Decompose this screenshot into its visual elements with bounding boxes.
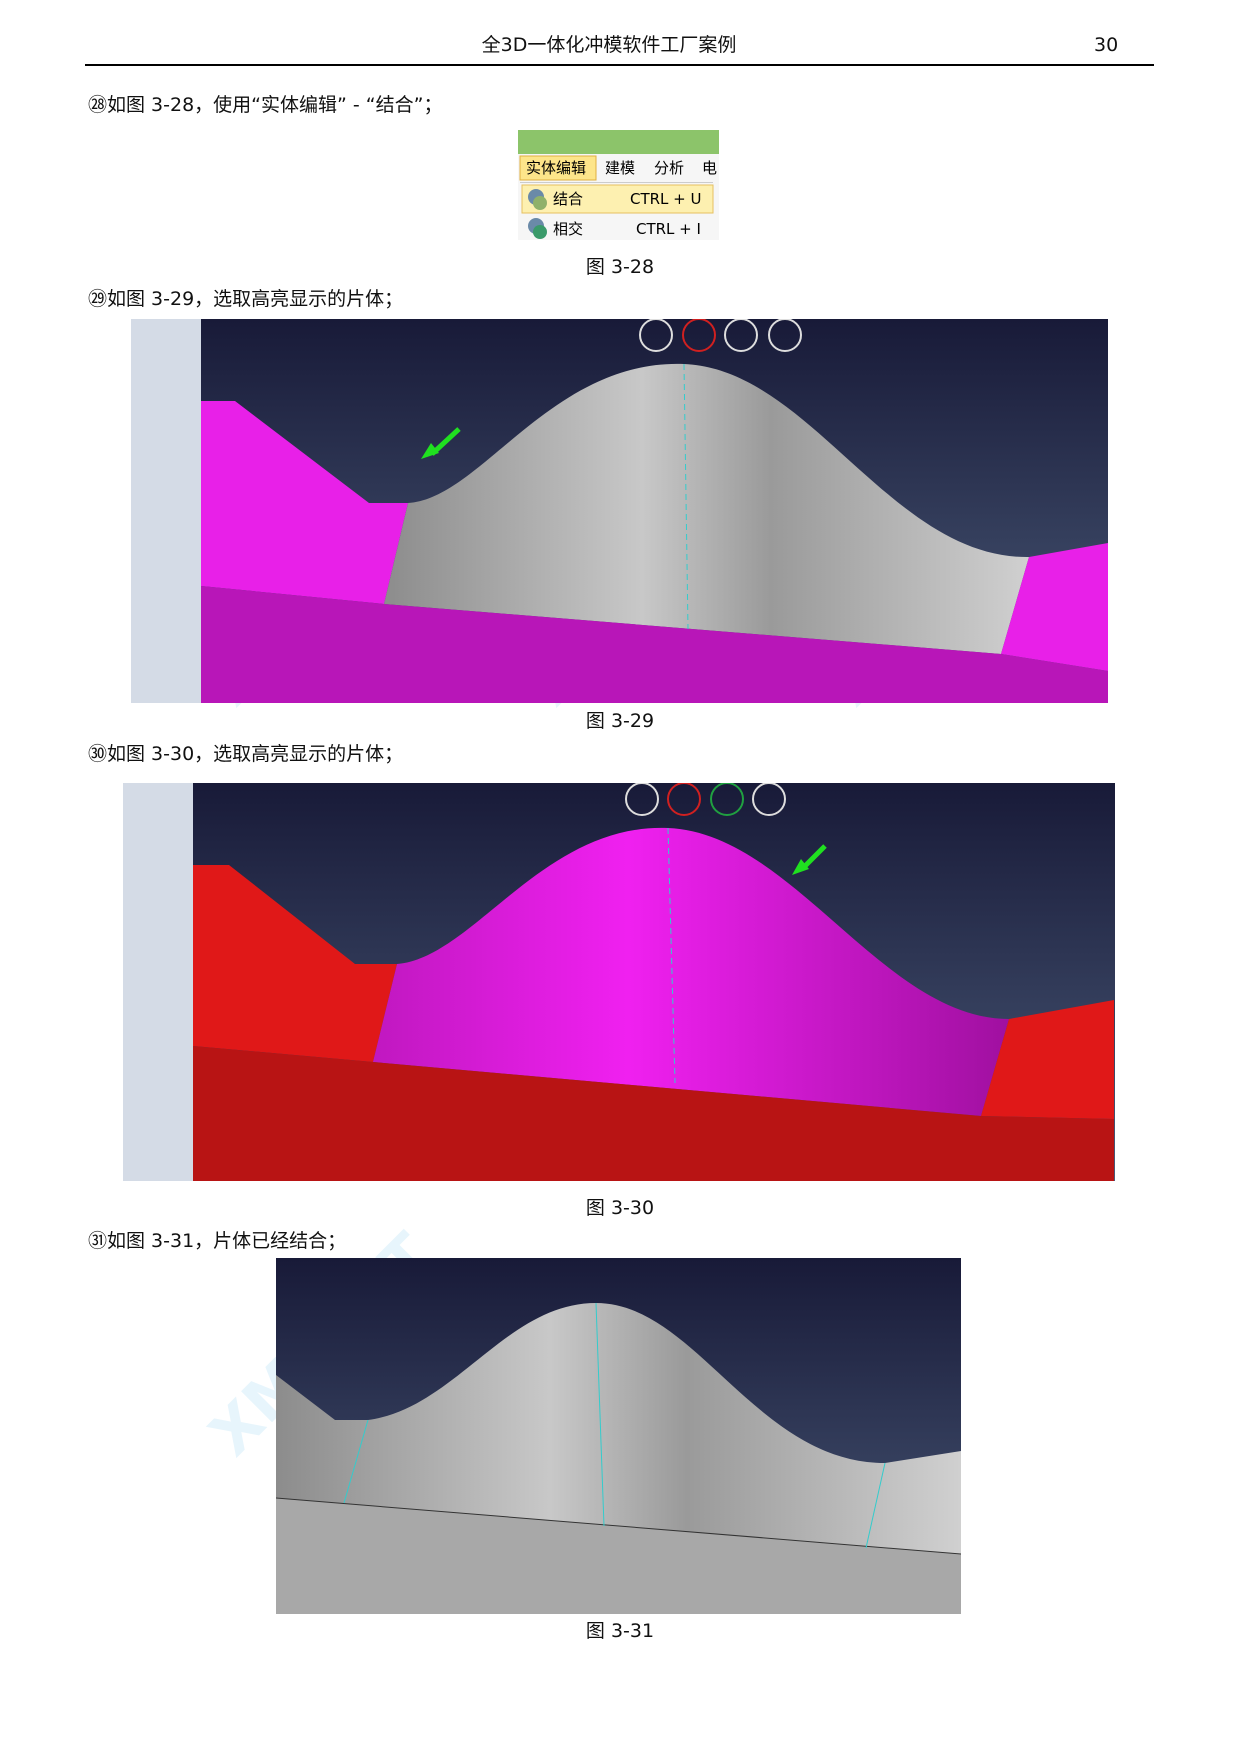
caption: 图 3-29 xyxy=(585,710,655,732)
sheet xyxy=(373,827,1009,1116)
caption: 图 3-28 xyxy=(585,256,655,278)
axis-line xyxy=(683,363,689,630)
sheet xyxy=(193,865,397,1062)
button xyxy=(682,319,716,352)
edge xyxy=(276,1497,961,1555)
tab-active xyxy=(519,155,597,181)
arrow xyxy=(430,427,461,456)
button xyxy=(752,783,786,816)
axis-line xyxy=(667,827,676,1084)
step-text: ㉙如图 3-29，选取高亮显示的片体； xyxy=(88,288,404,310)
item-icon xyxy=(533,196,547,210)
divider xyxy=(520,182,713,183)
sheet xyxy=(201,401,408,604)
step-text: ㉛如图 3-31，片体已经结合； xyxy=(88,1230,347,1252)
button xyxy=(639,319,673,352)
button xyxy=(710,783,744,816)
button xyxy=(625,783,659,816)
button xyxy=(768,319,802,352)
edge xyxy=(595,1302,605,1527)
ribbon-bar xyxy=(518,130,719,154)
figure-3-31 xyxy=(276,1258,961,1614)
arrow-head xyxy=(421,443,439,459)
item-highlight xyxy=(521,184,714,214)
arrow xyxy=(801,844,827,870)
figure-3-30 xyxy=(123,783,1115,1181)
button xyxy=(724,319,758,352)
edge xyxy=(865,1462,886,1549)
tab: 分析 xyxy=(654,159,684,177)
sheet xyxy=(981,1000,1114,1119)
menu-item: 结合 xyxy=(553,190,583,208)
caption: 图 3-31 xyxy=(585,1620,655,1642)
step-text: ㉚如图 3-30，选取高亮显示的片体； xyxy=(88,743,404,765)
button xyxy=(667,783,701,816)
arrow-head xyxy=(792,859,809,875)
sheet xyxy=(276,1498,961,1614)
menu-screenshot: 实体编辑 建模 分析 电 结合 CTRL + U 相交 CTRL + I xyxy=(518,130,719,240)
menu-shortcut: CTRL + I xyxy=(636,220,701,238)
toolbar xyxy=(123,783,193,1181)
figure-3-29 xyxy=(131,319,1108,703)
step-text: ㉘如图 3-28，使用“实体编辑” - “结合”； xyxy=(88,94,443,116)
sheet xyxy=(201,586,1108,703)
tab: 建模 xyxy=(605,159,635,177)
tab: 电 xyxy=(702,159,717,177)
sheet xyxy=(1001,543,1108,671)
toolbar xyxy=(131,319,201,703)
page-number: 30 xyxy=(1094,34,1119,56)
menu-shortcut: CTRL + U xyxy=(630,190,702,208)
sheet xyxy=(384,363,1029,654)
header-title: 全3D一体化冲模软件工厂案例 xyxy=(481,34,737,56)
menu-item: 相交 xyxy=(553,220,583,238)
tab: 实体编辑 xyxy=(526,159,586,177)
header-rule xyxy=(85,64,1154,66)
edge xyxy=(343,1419,369,1504)
caption: 图 3-30 xyxy=(585,1197,655,1219)
item-icon xyxy=(533,225,547,239)
sheet xyxy=(193,1046,1114,1181)
